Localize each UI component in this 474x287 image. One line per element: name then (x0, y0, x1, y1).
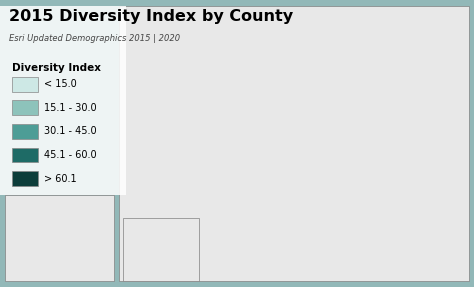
Text: Esri Updated Demographics 2015 | 2020: Esri Updated Demographics 2015 | 2020 (9, 34, 181, 43)
Bar (118, 6, 469, 281)
Bar (123, 218, 199, 281)
Bar (12, 100, 38, 115)
Bar (5, 195, 114, 281)
Bar (12, 171, 38, 186)
Text: 30.1 - 45.0: 30.1 - 45.0 (44, 127, 96, 136)
Bar (0, 6, 126, 195)
Bar (12, 148, 38, 162)
Text: Diversity Index: Diversity Index (12, 63, 101, 73)
Text: 45.1 - 60.0: 45.1 - 60.0 (44, 150, 96, 160)
Text: > 60.1: > 60.1 (44, 174, 76, 183)
Text: 2015 Diversity Index by County: 2015 Diversity Index by County (9, 9, 293, 24)
Text: < 15.0: < 15.0 (44, 79, 76, 89)
Bar (12, 124, 38, 139)
Text: 15.1 - 30.0: 15.1 - 30.0 (44, 103, 96, 113)
Bar (12, 77, 38, 92)
